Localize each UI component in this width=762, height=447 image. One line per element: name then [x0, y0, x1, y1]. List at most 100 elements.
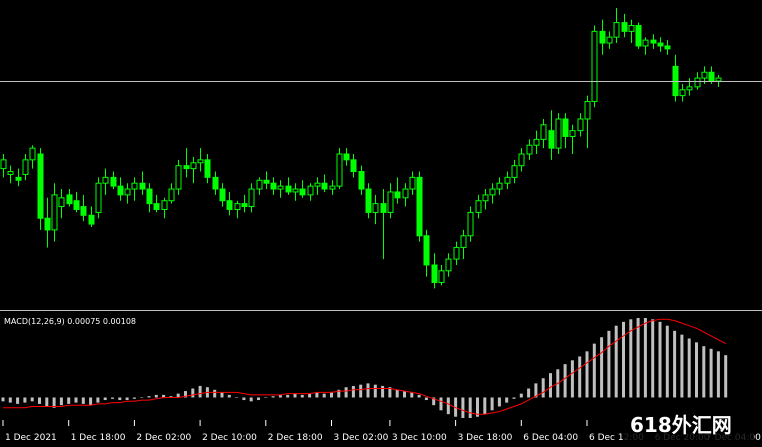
price-pane[interactable] [0, 8, 722, 289]
macd-histogram-bar [293, 393, 297, 398]
candle-body [292, 188, 299, 193]
candle [445, 253, 452, 277]
macd-histogram-bar [8, 397, 12, 403]
candle [606, 31, 613, 49]
candle [460, 229, 467, 260]
candle-body [22, 159, 29, 175]
x-tick-label: 1 Dec 18:00 [71, 433, 126, 443]
candle-body [475, 200, 482, 213]
candle [540, 118, 547, 149]
candle-body [183, 165, 190, 170]
candle-body [358, 171, 365, 190]
candle-body [314, 182, 321, 187]
x-tick-label: 2 Dec 18:00 [268, 433, 323, 443]
candle-body [569, 130, 576, 137]
candle [453, 241, 460, 265]
candle [511, 159, 518, 184]
macd-histogram-bar [103, 397, 107, 401]
candle-body [584, 100, 591, 120]
candle-body [548, 130, 555, 149]
candle [467, 206, 474, 242]
candle [548, 110, 555, 160]
candle-body [95, 182, 102, 213]
candle [307, 183, 314, 201]
candle-body [277, 185, 284, 190]
candle-body [438, 270, 445, 283]
candle-body [453, 246, 460, 260]
candle-body [7, 171, 14, 175]
macd-histogram-bar [658, 321, 662, 398]
candle-body [29, 147, 36, 161]
macd-histogram-bar [89, 397, 93, 406]
candle [555, 113, 562, 154]
macd-histogram-bar [563, 364, 567, 398]
macd-histogram-bar [198, 385, 202, 398]
candle-body [329, 185, 336, 190]
candle-body [679, 89, 686, 97]
macd-histogram-bar [614, 325, 618, 398]
candle-body [15, 176, 22, 181]
candle-body [394, 191, 401, 199]
candle [650, 34, 657, 49]
macd-histogram-bar [96, 397, 100, 403]
candle [51, 183, 58, 242]
candle [226, 191, 233, 216]
candle-body [533, 138, 540, 146]
macd-histogram-bar [424, 397, 428, 401]
candle [248, 183, 255, 213]
macd-histogram-bar [403, 391, 406, 398]
candle-body [168, 188, 175, 202]
candle [0, 154, 7, 178]
candle-body [51, 194, 58, 231]
macd-histogram-bar [687, 338, 691, 398]
macd-histogram-bar [359, 384, 363, 398]
candle-body [504, 176, 511, 184]
macd-histogram-bar [592, 343, 596, 398]
macd-histogram-bar [468, 397, 472, 418]
macd-histogram-bar [636, 318, 640, 398]
candle-body [431, 264, 438, 283]
candle-body [204, 159, 211, 178]
candle [139, 171, 146, 195]
macd-histogram-bar [147, 396, 151, 398]
macd-histogram-bar [169, 396, 173, 398]
candle-body [409, 176, 416, 190]
candle-body [117, 185, 124, 196]
x-tick-label: 2 Dec 02:00 [136, 433, 191, 443]
candle-body [256, 179, 263, 190]
macd-pane[interactable] [1, 318, 728, 418]
macd-histogram-bar [344, 387, 348, 398]
macd-histogram-bar [330, 392, 333, 398]
candle [350, 154, 357, 178]
candle [277, 180, 284, 198]
candle-body [58, 197, 65, 208]
candle [482, 189, 489, 210]
macd-histogram-bar [651, 319, 655, 398]
macd-histogram-bar [665, 325, 669, 398]
candle [183, 148, 190, 178]
candle [562, 113, 569, 149]
candle [475, 194, 482, 219]
candle [343, 148, 350, 166]
candle [219, 183, 226, 207]
macd-histogram-bar [81, 397, 85, 404]
macd-histogram-bar [308, 393, 312, 398]
macd-histogram-bar [388, 387, 392, 398]
candle-body [241, 203, 248, 208]
candle [591, 25, 598, 108]
candle-body [124, 188, 131, 196]
candle [102, 168, 109, 195]
candle-body [518, 153, 525, 167]
candle-body [336, 153, 343, 187]
candle-body [197, 159, 204, 164]
macd-histogram-bar [322, 393, 326, 398]
candle [80, 194, 87, 222]
candle-body [489, 188, 496, 196]
candle [197, 148, 204, 172]
candle [613, 8, 620, 44]
macd-histogram-bar [395, 389, 399, 398]
candle-body [606, 36, 613, 44]
candle [22, 154, 29, 181]
candle [380, 189, 387, 260]
